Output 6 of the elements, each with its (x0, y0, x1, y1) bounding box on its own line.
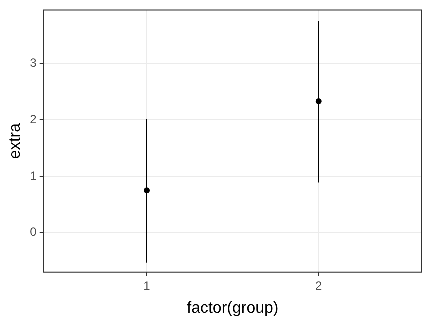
x-axis-title: factor(group) (187, 300, 279, 317)
y-axis-title: extra (7, 123, 24, 160)
y-tick-label: 2 (30, 112, 38, 126)
y-tick-label: 1 (30, 168, 38, 183)
y-tick-label: 0 (30, 225, 38, 240)
y-tick-label: 3 (30, 56, 38, 70)
